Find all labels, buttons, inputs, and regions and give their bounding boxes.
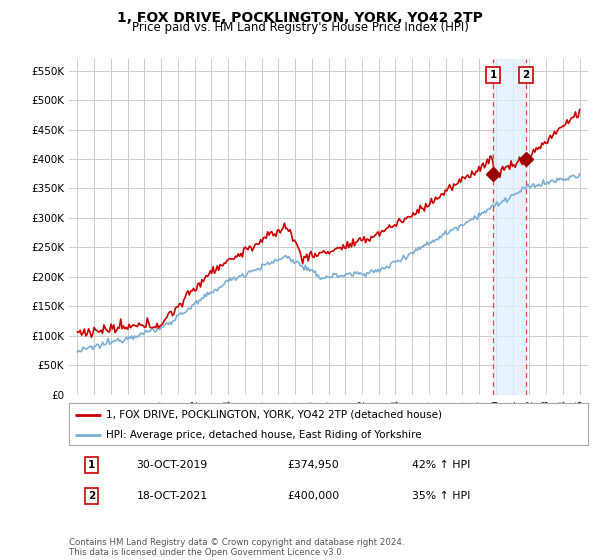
Text: 1: 1 bbox=[490, 69, 497, 80]
Text: £400,000: £400,000 bbox=[287, 491, 339, 501]
Text: HPI: Average price, detached house, East Riding of Yorkshire: HPI: Average price, detached house, East… bbox=[106, 430, 422, 440]
Text: 30-OCT-2019: 30-OCT-2019 bbox=[136, 460, 208, 470]
Text: Contains HM Land Registry data © Crown copyright and database right 2024.
This d: Contains HM Land Registry data © Crown c… bbox=[69, 538, 404, 557]
Text: 1, FOX DRIVE, POCKLINGTON, YORK, YO42 2TP: 1, FOX DRIVE, POCKLINGTON, YORK, YO42 2T… bbox=[117, 11, 483, 25]
Text: £374,950: £374,950 bbox=[287, 460, 339, 470]
Text: Price paid vs. HM Land Registry's House Price Index (HPI): Price paid vs. HM Land Registry's House … bbox=[131, 21, 469, 34]
Text: 1, FOX DRIVE, POCKLINGTON, YORK, YO42 2TP (detached house): 1, FOX DRIVE, POCKLINGTON, YORK, YO42 2T… bbox=[106, 409, 442, 419]
Bar bbox=[493, 59, 526, 395]
Text: 35% ↑ HPI: 35% ↑ HPI bbox=[412, 491, 470, 501]
Text: 2: 2 bbox=[88, 491, 95, 501]
Text: 1: 1 bbox=[88, 460, 95, 470]
Text: 42% ↑ HPI: 42% ↑ HPI bbox=[412, 460, 470, 470]
Text: 18-OCT-2021: 18-OCT-2021 bbox=[136, 491, 208, 501]
Text: 2: 2 bbox=[522, 69, 530, 80]
